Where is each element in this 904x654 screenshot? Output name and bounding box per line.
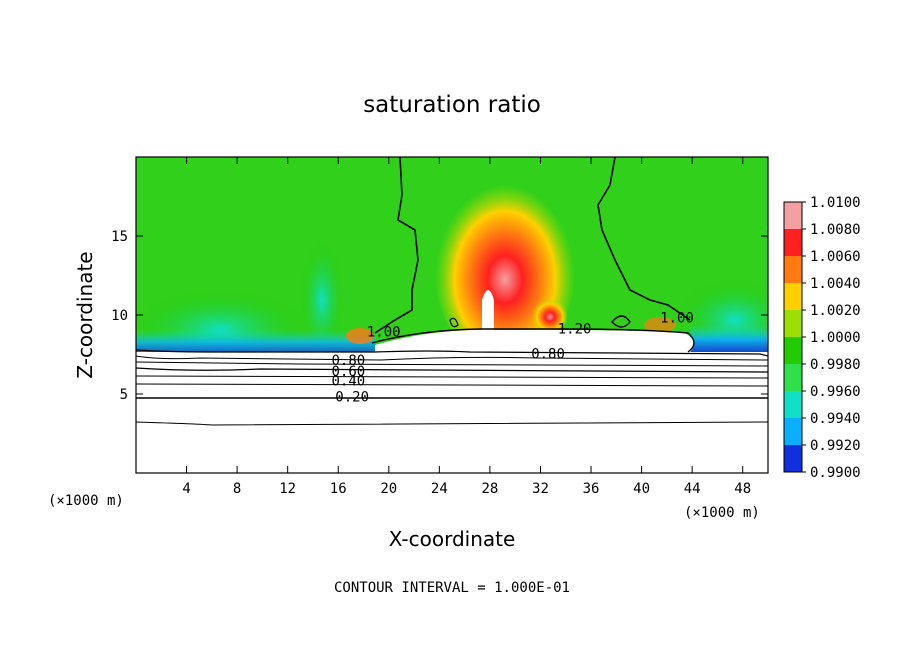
lower-region (136, 352, 768, 473)
y-tick-label: 10 (111, 308, 128, 324)
colorbar-label: 1.0060 (810, 249, 861, 265)
contour-label: 1.00 (660, 310, 694, 326)
x-tick-label: 4 (182, 481, 190, 497)
colorbar-label: 1.0080 (810, 222, 861, 238)
x-tick-label: 20 (380, 481, 397, 497)
contour-z08 (136, 349, 768, 357)
contour-label: 0.80 (531, 347, 565, 363)
contour-lines (136, 157, 768, 426)
colorbar-label: 0.9900 (810, 465, 861, 481)
contour-label: 1.20 (558, 321, 592, 337)
colorbar-label: 0.9980 (810, 357, 861, 373)
colorbar-label: 1.0040 (810, 276, 861, 292)
x-axis-label: X-coordinate (389, 527, 516, 551)
contour-small-loop-a (449, 317, 459, 328)
x-tick-label: 48 (734, 481, 751, 497)
colorbar-segment (784, 310, 802, 338)
colorbar-segment (784, 202, 802, 230)
contour-cloud-outline (371, 328, 695, 353)
x-tick-label: 8 (233, 481, 241, 497)
plot-area: 1.00 1.201.000.800.600.400.800.20 (136, 157, 768, 473)
saturated-core (482, 290, 494, 330)
contour-z05 (136, 367, 768, 373)
contour-label: 0.20 (335, 389, 369, 405)
colorbar-label: 0.9940 (810, 411, 861, 427)
colorbar-segment (784, 283, 802, 311)
contour-label: 0.60 (331, 364, 365, 380)
colorbar-segment (784, 337, 802, 365)
field-warm-edge-left (346, 328, 374, 344)
x-unit-label-right: (×1000 m) (684, 505, 760, 521)
colorbar-label: 0.9920 (810, 438, 861, 454)
colorbar-segment (784, 445, 802, 473)
contour-z01 (136, 421, 768, 426)
contour-z06 (136, 361, 768, 367)
x-tick-label: 24 (431, 481, 448, 497)
field-blue-band-left (136, 330, 376, 355)
x-tick-label: 32 (532, 481, 549, 497)
contour-upper-right (597, 157, 691, 321)
cloud-region (375, 330, 694, 352)
field-blue-band-right (690, 325, 768, 353)
colorbar-segment (784, 256, 802, 284)
contour-z03 (136, 383, 768, 387)
colorbar-label: 1.0000 (810, 330, 861, 346)
contour-z07 (136, 355, 768, 361)
x-tick-label: 16 (330, 481, 347, 497)
colorbar-label: 1.0020 (810, 303, 861, 319)
contour-z04 (136, 375, 768, 379)
contour-label: 0.40 (331, 374, 365, 390)
contour-label: 0.80 (331, 353, 365, 369)
y-tick-label: 5 (120, 387, 128, 403)
colorbar: 1.0100 1.0080 1.0060 1.0040 1.0020 1.0000 0.99… (783, 195, 861, 481)
y-tick-label: 15 (111, 229, 128, 245)
colorbar-label: 1.0100 (810, 195, 861, 211)
contour-label-layer: 1.00 1.201.000.800.600.400.800.20 (331, 310, 694, 405)
x-tick-label: 36 (583, 481, 600, 497)
x-unit-label-left: (×1000 m) (48, 493, 124, 509)
x-tick-label: 28 (481, 481, 498, 497)
contour-label: 1.00 (367, 325, 401, 341)
contour-upper-left (374, 157, 419, 334)
field-warm-edge-right (644, 317, 676, 333)
contour-small-loop-b (611, 315, 631, 328)
field-warm-right (532, 297, 568, 333)
colorbar-segment (784, 364, 802, 392)
y-axis: 5 10 15 (111, 229, 768, 403)
colorbar-segment (784, 418, 802, 446)
chart-title: saturation ratio (363, 92, 541, 118)
x-tick-label: 40 (633, 481, 650, 497)
colorbar-segment (784, 391, 802, 419)
x-axis: 4 8 12 16 20 24 28 32 36 40 44 48 (182, 157, 751, 497)
contour-interval-note: CONTOUR INTERVAL = 1.000E-01 (334, 580, 570, 596)
x-tick-label: 12 (279, 481, 296, 497)
colorbar-segment (784, 229, 802, 257)
x-tick-label: 44 (684, 481, 701, 497)
colorbar-label: 0.9960 (810, 384, 861, 400)
y-axis-label: Z-coordinate (73, 251, 97, 378)
